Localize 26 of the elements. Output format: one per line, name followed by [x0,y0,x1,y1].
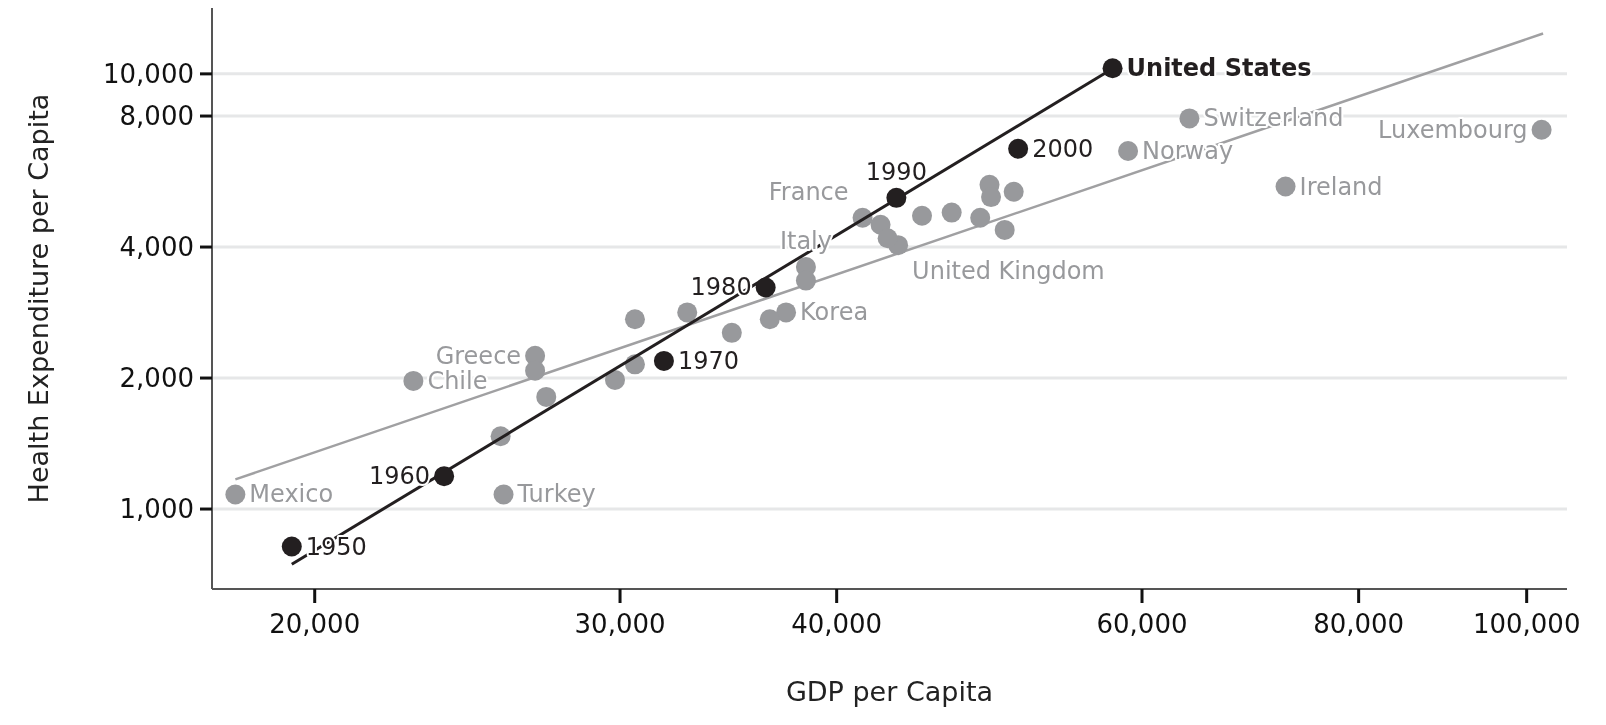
x-tick-label: 20,000 [269,609,361,639]
x-tick-label: 30,000 [574,609,666,639]
y-tick-label: 2,000 [119,363,194,394]
x-tick-label: 100,000 [1472,609,1581,639]
annotation: 1970 [677,346,739,375]
annotation: 1990 [865,157,927,186]
annotation: 1960 [369,462,431,491]
data-label: United Kingdom [912,257,1105,286]
data-label: Mexico [249,480,334,509]
y-tick-label: 10,000 [103,58,194,89]
y-tick-label: 1,000 [119,494,194,525]
data-label: Korea [800,298,869,327]
data-label: Ireland [1299,172,1383,201]
x-tick-label: 80,000 [1313,609,1405,639]
annotation: 1980 [690,273,752,302]
y-tick-label: 8,000 [119,101,194,132]
x-tick-label: 60,000 [1096,609,1188,639]
data-label: Turkey [516,480,596,509]
y-tick-label: 4,000 [119,232,194,263]
x-axis-title: GDP per Capita [785,676,994,707]
y-axis-title: Health Expenditure per Capita [23,93,54,504]
data-label: Luxembourg [1378,115,1528,144]
data-label: France [768,177,849,206]
data-label: United States [1126,54,1312,83]
x-tick-label: 40,000 [791,609,883,639]
annotation: 2000 [1032,134,1094,163]
